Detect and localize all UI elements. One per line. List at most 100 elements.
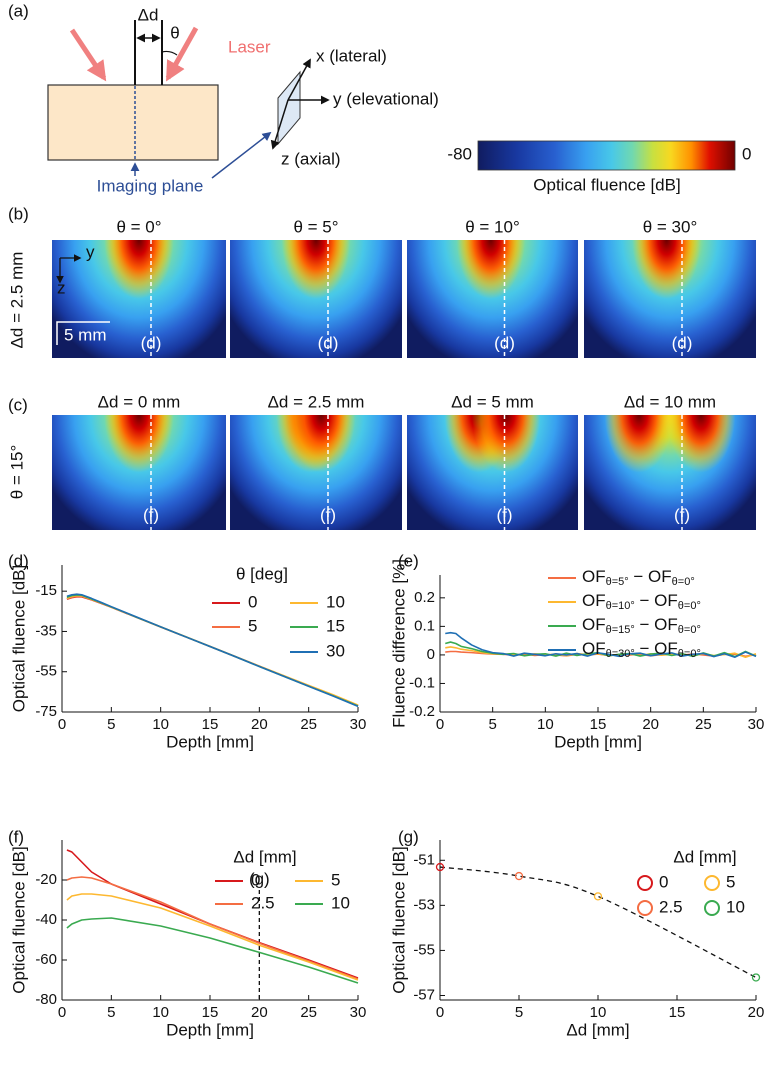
axis-arrow — [270, 99, 289, 150]
x-tick-label: 30 — [748, 716, 765, 733]
plane-arrow — [211, 131, 272, 179]
legend-label-part: θ=0° — [678, 600, 701, 612]
y-tick-label: -53 — [413, 896, 435, 913]
heatmap-hotspot — [584, 240, 756, 358]
legend-label: 5 — [248, 616, 257, 635]
panel-label: (f) — [8, 827, 24, 846]
heatmap-hotspot — [230, 415, 402, 530]
x-tick-label: 25 — [695, 716, 712, 733]
panel-label: (c) — [8, 395, 28, 414]
legend-label-part: θ=0° — [678, 624, 701, 636]
laser-arrow — [165, 26, 199, 82]
trend-curve — [439, 866, 757, 979]
heatmap-title: Δd = 10 mm — [624, 392, 716, 411]
plane-icon — [277, 70, 301, 146]
scatter-point — [514, 871, 524, 881]
x-tick-label: 15 — [202, 716, 219, 733]
panel-label: (d) — [8, 551, 29, 570]
legend-label-part: OF — [582, 615, 606, 634]
y-tick-label: -0.1 — [409, 674, 435, 691]
x-tick-label: 25 — [300, 716, 317, 733]
x-tick-label: 20 — [251, 1004, 268, 1021]
x-tick-label: 30 — [350, 716, 367, 733]
line-series — [66, 893, 359, 981]
x-tick-label: 10 — [152, 716, 169, 733]
legend-label: 10 — [326, 592, 345, 611]
theta-label: θ — [170, 23, 179, 42]
y-tick-label: -55 — [35, 663, 57, 680]
heatmap-hotspot — [584, 415, 756, 530]
axis-label: y (elevational) — [333, 89, 439, 108]
panel-label: (b) — [8, 204, 29, 223]
line-series — [66, 917, 359, 984]
legend-label: 15 — [326, 616, 345, 635]
x-tick-label: 5 — [107, 1004, 115, 1021]
panel-label: (a) — [8, 1, 29, 20]
heatmap-title: Δd = 2.5 mm — [268, 392, 365, 411]
x-tick-label: 10 — [152, 1004, 169, 1021]
x-axis-label: Depth [mm] — [554, 732, 642, 751]
laser-label: Laser — [228, 37, 271, 56]
theta-arc — [161, 50, 178, 56]
x-tick-label: 0 — [436, 1004, 444, 1021]
line-series — [66, 593, 359, 708]
legend-label: 2.5 — [659, 897, 683, 916]
x-tick-label: 5 — [515, 1004, 523, 1021]
legend-marker — [637, 875, 653, 891]
heatmap-hotspot — [407, 240, 578, 358]
laser-arrow — [69, 28, 107, 82]
x-axis-label: Depth [mm] — [166, 732, 254, 751]
line-series — [445, 631, 757, 658]
legend-label-part: θ=5° — [606, 576, 629, 588]
y-tick-label: -60 — [35, 951, 57, 968]
y-tick-label: -55 — [413, 941, 435, 958]
y-tick-label: -57 — [413, 986, 435, 1003]
legend-label: 2.5 — [251, 893, 275, 912]
heatmaps: θ = 0° (d) θ = 5° (d) θ = 10° (d) θ = 30° (d) Δd… — [52, 217, 756, 530]
x-tick-label: 0 — [58, 1004, 66, 1021]
legend-title: θ [deg] — [236, 564, 288, 583]
plane-marker-label: (f) — [143, 505, 159, 524]
scale-bar-label: 5 mm — [64, 325, 107, 344]
legend-marker — [704, 875, 720, 891]
x-axis-label: Depth [mm] — [166, 1020, 254, 1039]
legend-label-part: OF — [582, 567, 606, 586]
plane-marker-label: (d) — [672, 333, 693, 352]
legend-label: 0 — [251, 870, 260, 889]
legend-label: OFθ=15° − OFθ=0° — [582, 615, 701, 635]
x-tick-label: 5 — [107, 716, 115, 733]
y-tick-label: -80 — [35, 991, 57, 1008]
line-series — [66, 849, 359, 979]
panel-label: (g) — [398, 827, 419, 846]
legend-label: 5 — [331, 870, 340, 889]
y-tick-label: -75 — [35, 703, 57, 720]
y-tick-label: -35 — [35, 622, 57, 639]
x-tick-label: 0 — [58, 716, 66, 733]
legend-label: 0 — [248, 592, 257, 611]
legend-label: 0 — [659, 872, 668, 891]
y-tick-label: 0.1 — [414, 617, 435, 634]
legend-label: 30 — [326, 641, 345, 660]
heatmap-title: Δd = 0 mm — [98, 392, 181, 411]
legend-label: 10 — [726, 897, 745, 916]
imaging-plane-label: Imaging plane — [97, 176, 204, 195]
x-axis-label: Δd [mm] — [566, 1020, 629, 1039]
axis-label: x (lateral) — [316, 46, 387, 65]
legend-label: OFθ=30° − OFθ=0° — [582, 639, 701, 659]
x-tick-label: 0 — [436, 716, 444, 733]
x-tick-label: 10 — [537, 716, 554, 733]
heatmap-hotspot — [52, 415, 226, 530]
legend-label-part: θ=30° — [606, 648, 635, 660]
inset-label: z — [57, 278, 66, 297]
x-tick-label: 5 — [488, 716, 496, 733]
y-tick-label: -0.2 — [409, 703, 435, 720]
y-tick-label: -51 — [413, 851, 435, 868]
legend-label: 10 — [331, 893, 350, 912]
legend-label-part: − OF — [635, 639, 678, 658]
legend-label-part: θ=0° — [672, 576, 695, 588]
charts: 0 5 10 15 20 25 30 -75 -55 -35 -15 Depth [mm] Optica… — [9, 559, 764, 1039]
y-axis-label: Optical fluence [dB] — [389, 846, 408, 993]
legend-label-part: − OF — [629, 567, 672, 586]
